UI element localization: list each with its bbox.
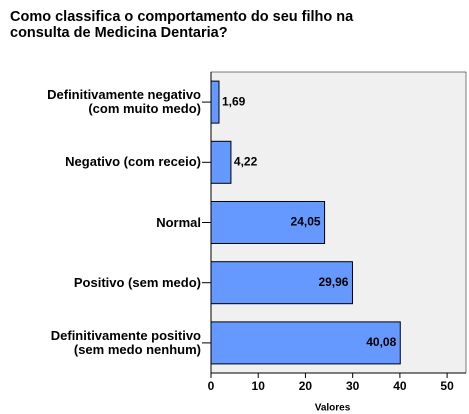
y-tick-label: Definitivamente negativo (com muito medo… [47,87,201,117]
x-tick-label: 0 [208,379,215,393]
y-tick-label: Normal [156,214,201,230]
y-tick-label: Negativo (com receio) [65,154,201,170]
x-axis-label: Valores [315,403,351,414]
value-label: 40,08 [366,335,396,349]
y-tick-label: Definitivamente positivo (sem medo nenhu… [50,327,201,357]
x-tick-label: 10 [252,379,266,393]
chart-title: Como classifica o comportamento do seu f… [10,9,354,41]
bar [210,201,326,244]
plot-border [210,71,467,374]
x-tick-label: 40 [393,379,407,393]
value-label: 24,05 [291,215,321,229]
y-tick-label: Positivo (sem medo) [73,274,201,290]
bar [210,261,353,305]
x-tick-label: 20 [299,379,313,393]
bar [210,321,401,365]
value-label: 1,69 [222,94,246,108]
x-tick-label: 30 [346,379,360,393]
value-label: 29,96 [318,275,348,289]
value-label: 4,22 [234,154,258,168]
bar [210,140,232,184]
bar [210,80,220,124]
x-tick-label: 50 [440,379,454,393]
